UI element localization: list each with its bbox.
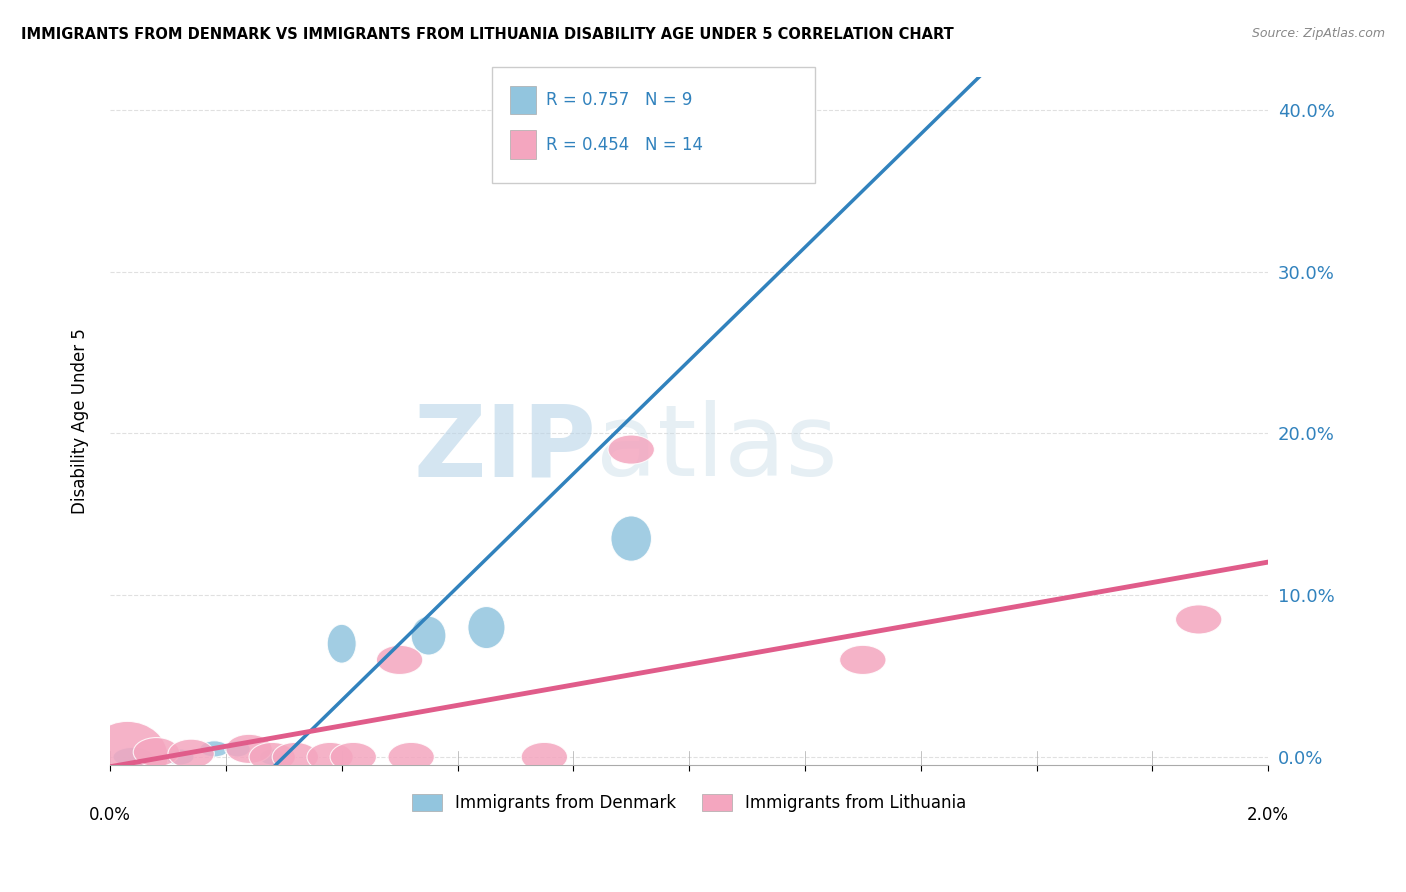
Ellipse shape [260, 749, 285, 765]
Text: atlas: atlas [596, 401, 838, 497]
Ellipse shape [607, 435, 654, 464]
Ellipse shape [87, 722, 167, 793]
Text: R = 0.454   N = 14: R = 0.454 N = 14 [546, 136, 703, 153]
Text: IMMIGRANTS FROM DENMARK VS IMMIGRANTS FROM LITHUANIA DISABILITY AGE UNDER 5 CORR: IMMIGRANTS FROM DENMARK VS IMMIGRANTS FR… [21, 27, 953, 42]
Ellipse shape [273, 742, 319, 772]
Ellipse shape [328, 624, 356, 663]
Ellipse shape [167, 739, 214, 768]
Ellipse shape [249, 742, 295, 772]
Text: 2.0%: 2.0% [1247, 805, 1289, 823]
Ellipse shape [165, 749, 194, 765]
Ellipse shape [226, 734, 273, 764]
Ellipse shape [411, 616, 446, 655]
Ellipse shape [377, 645, 423, 674]
Ellipse shape [839, 645, 886, 674]
Ellipse shape [307, 742, 353, 772]
Ellipse shape [612, 516, 651, 561]
Ellipse shape [330, 742, 377, 772]
Ellipse shape [468, 607, 505, 648]
Ellipse shape [225, 741, 250, 757]
Text: ZIP: ZIP [413, 401, 596, 497]
Text: R = 0.757   N = 9: R = 0.757 N = 9 [546, 91, 692, 109]
Text: Source: ZipAtlas.com: Source: ZipAtlas.com [1251, 27, 1385, 40]
Ellipse shape [112, 747, 153, 767]
Y-axis label: Disability Age Under 5: Disability Age Under 5 [72, 328, 89, 514]
Legend: Immigrants from Denmark, Immigrants from Lithuania: Immigrants from Denmark, Immigrants from… [405, 787, 973, 819]
Ellipse shape [522, 742, 568, 772]
Ellipse shape [134, 738, 180, 767]
Ellipse shape [388, 742, 434, 772]
Ellipse shape [200, 741, 229, 757]
Text: 0.0%: 0.0% [89, 805, 131, 823]
Ellipse shape [1175, 605, 1222, 634]
